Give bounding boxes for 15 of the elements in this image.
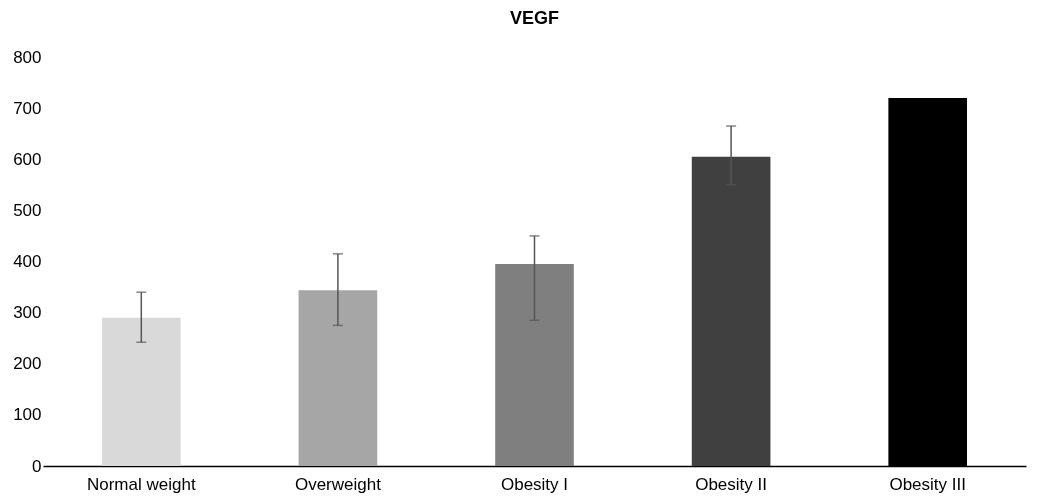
x-tick-label: Overweight [294, 474, 382, 494]
x-tick-label: Normal weight [86, 474, 196, 494]
x-tick-label: Obesity I [500, 474, 569, 494]
y-tick-label: 400 [13, 252, 42, 271]
y-tick-label: 600 [13, 149, 42, 169]
chart-title: VEGF [509, 8, 560, 28]
x-tick-label: Obesity III [889, 474, 966, 494]
y-tick-label: 100 [13, 405, 42, 425]
y-tick-label: 500 [13, 200, 42, 220]
x-tick-label: Obesity II [695, 474, 768, 494]
y-tick-label: 300 [13, 303, 42, 323]
y-tick-label: 200 [13, 354, 42, 374]
y-tick-label: 0 [32, 456, 42, 476]
y-tick-label: 800 [13, 47, 42, 67]
y-tick-label: 700 [13, 98, 42, 118]
